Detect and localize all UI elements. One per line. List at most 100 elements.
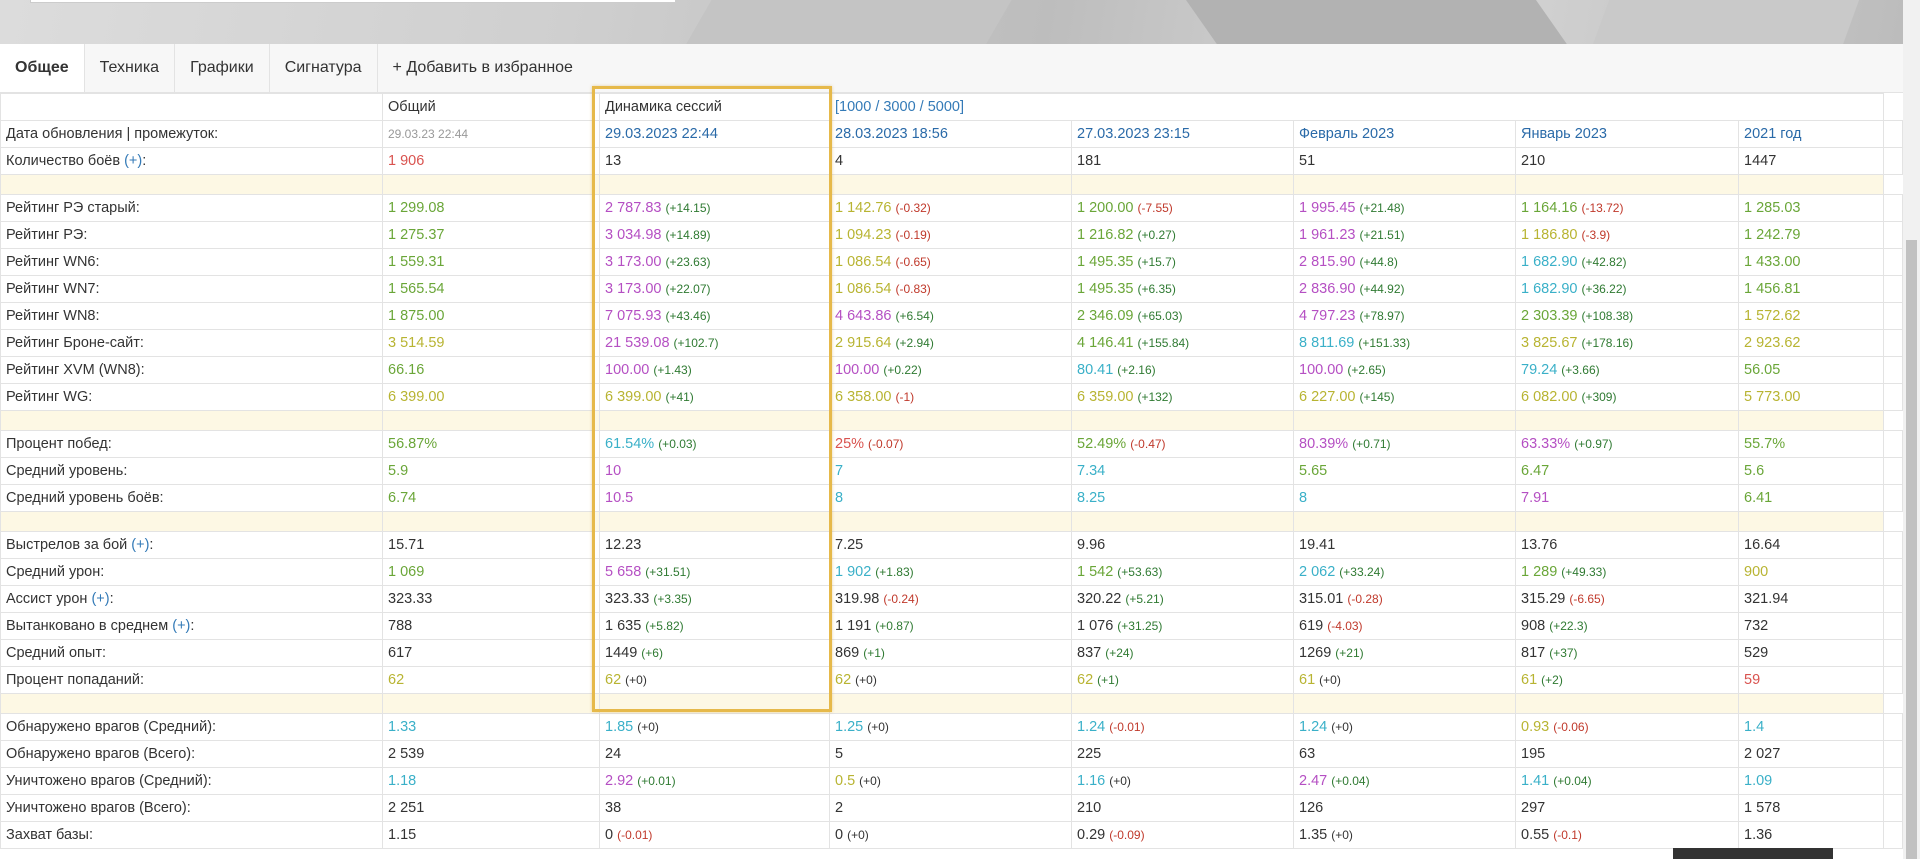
stat-value: 732 (1744, 618, 1769, 634)
stat-value: 319.98 (835, 591, 880, 607)
stat-value: 62 (605, 672, 622, 688)
stat-delta: (+0) (625, 673, 647, 687)
tab-charts[interactable]: Графики (175, 44, 270, 92)
stat-delta: (-1) (895, 390, 915, 404)
stat-cell: 323.33 (382, 585, 600, 613)
stat-value: 13 (605, 153, 622, 169)
row-label: Количество боёв (+): (0, 147, 383, 175)
stat-cell: 1 495.35 (+15.7) (1071, 248, 1294, 276)
stat-value: 1 559.31 (388, 254, 445, 270)
stat-cell: 5.65 (1293, 457, 1516, 485)
row-label: Рейтинг WN6: (0, 248, 383, 276)
stat-value: 6 399.00 (388, 389, 445, 405)
stat-cell: 38 (599, 794, 830, 822)
expand-details-link[interactable]: (+) (131, 537, 150, 553)
tab-signature[interactable]: Сигнатура (270, 44, 378, 92)
add-to-favorites-button[interactable]: + Добавить в избранное (392, 59, 573, 76)
row-label: Обнаружено врагов (Средний): (0, 713, 383, 741)
table-row: Ассист урон (+): 323.33 323.33 (+3.35) 319.9… (0, 585, 1903, 613)
stat-value: 619 (1299, 618, 1324, 634)
row-label: Рейтинг WN8: (0, 302, 383, 330)
stat-cell: 80.39% (+0.71) (1293, 430, 1516, 458)
stat-delta: (+151.33) (1358, 336, 1411, 350)
tab-vehicles[interactable]: Техника (85, 44, 176, 92)
stat-value: 5.6 (1744, 463, 1765, 479)
stat-value: 2 346.09 (1077, 308, 1134, 324)
table-row: Средний урон: 1 069 5 658 (+31.51) 1 902 (+1.… (0, 558, 1903, 586)
row-label-text: Средний урон: (6, 564, 105, 580)
stat-cell: 1.18 (382, 767, 600, 795)
separator-cell (1071, 693, 1294, 714)
expand-details-link[interactable]: (+) (172, 618, 191, 634)
stat-value: 8 (1299, 490, 1308, 506)
stat-cell: 3 825.67 (+178.16) (1515, 329, 1739, 357)
expand-details-link[interactable]: (+) (91, 591, 110, 607)
empty-cell (1883, 275, 1903, 303)
stat-delta: (-0.19) (895, 228, 931, 242)
stat-delta: (+309) (1581, 390, 1617, 404)
header-session-dynamics[interactable]: Динамика сессий (599, 93, 830, 121)
stat-delta: (+44.92) (1359, 282, 1405, 296)
stat-value: 1 906 (388, 153, 425, 169)
empty-cell (1883, 585, 1903, 613)
empty-cell (1883, 639, 1903, 667)
stat-cell: 315.29 (-6.65) (1515, 585, 1739, 613)
stat-value: 5 773.00 (1744, 389, 1801, 405)
stat-value: 63.33% (1521, 436, 1571, 452)
stat-value: 1449 (605, 645, 638, 661)
stat-value: 10 (605, 463, 622, 479)
stat-value: 6 082.00 (1521, 389, 1578, 405)
row-label-text: Средний уровень боёв: (6, 490, 164, 506)
stat-delta: (+23.63) (665, 255, 711, 269)
empty-cell (1883, 767, 1903, 795)
row-label-text: Уничтожено врагов (Всего): (6, 800, 191, 816)
scrollbar-thumb[interactable] (1906, 240, 1917, 859)
empty-cell (1883, 457, 1903, 485)
stat-cell: 1 906 (382, 147, 600, 175)
stat-delta: (+44.8) (1359, 255, 1398, 269)
row-label: Обнаружено врагов (Всего): (0, 740, 383, 768)
header-battle-ranges-link[interactable]: [1000 / 3000 / 5000] (829, 93, 1884, 121)
row-label-text: Обнаружено врагов (Всего): (6, 746, 196, 762)
stat-cell: 4 797.23 (+78.97) (1293, 302, 1516, 330)
stat-cell: 5.6 (1738, 457, 1884, 485)
stat-cell: 10 (599, 457, 830, 485)
stat-value: 1 433.00 (1744, 254, 1801, 270)
stat-cell: 817 (+37) (1515, 639, 1739, 667)
stat-value: 1 299.08 (388, 200, 445, 216)
stat-cell: 9.96 (1071, 531, 1294, 559)
stat-cell: 225 (1071, 740, 1294, 768)
stat-delta: (+132) (1137, 390, 1173, 404)
tab-general[interactable]: Общее (0, 44, 85, 92)
stat-value: 323.33 (605, 591, 650, 607)
stat-delta: (-0.47) (1130, 437, 1166, 451)
stat-value: 15.71 (388, 537, 425, 553)
stat-delta: (-0.01) (1109, 720, 1145, 734)
expand-details-link[interactable]: (+) (124, 153, 143, 169)
search-input[interactable] (30, 0, 676, 3)
empty-cell (1883, 740, 1903, 768)
empty-cell (1883, 794, 1903, 822)
stat-value: 1 216.82 (1077, 227, 1134, 243)
stat-cell: 2.47 (+0.04) (1293, 767, 1516, 795)
stat-cell: 62 (+1) (1071, 666, 1294, 694)
stat-cell: 52.49% (-0.47) (1071, 430, 1294, 458)
table-row: Процент побед: 56.87% 61.54% (+0.03) 25% (-0.… (0, 430, 1903, 458)
table-row: Дата обновления | промежуток: 29.03.23 22… (0, 120, 1903, 148)
stat-cell: 6 227.00 (+145) (1293, 383, 1516, 411)
table-row: Захват базы: 1.15 0 (-0.01) 0 (+0) 0.29 (-0.09)… (0, 821, 1903, 849)
stat-value: 1 995.45 (1299, 200, 1356, 216)
stat-cell: 29.03.2023 22:44 (599, 120, 830, 148)
stat-cell: 3 514.59 (382, 329, 600, 357)
separator-cell (1071, 174, 1294, 195)
stat-value: 1 069 (388, 564, 425, 580)
stat-value: 1 875.00 (388, 308, 445, 324)
separator-row (0, 410, 1903, 431)
separator-cell (599, 174, 830, 195)
stat-cell: 1 094.23 (-0.19) (829, 221, 1072, 249)
stat-value: 27.03.2023 23:15 (1077, 126, 1190, 142)
row-label: Вытанковано в среднем (+): (0, 612, 383, 640)
stat-cell: 5 (829, 740, 1072, 768)
stat-cell: 8 (829, 484, 1072, 512)
stat-value: 6.41 (1744, 490, 1773, 506)
